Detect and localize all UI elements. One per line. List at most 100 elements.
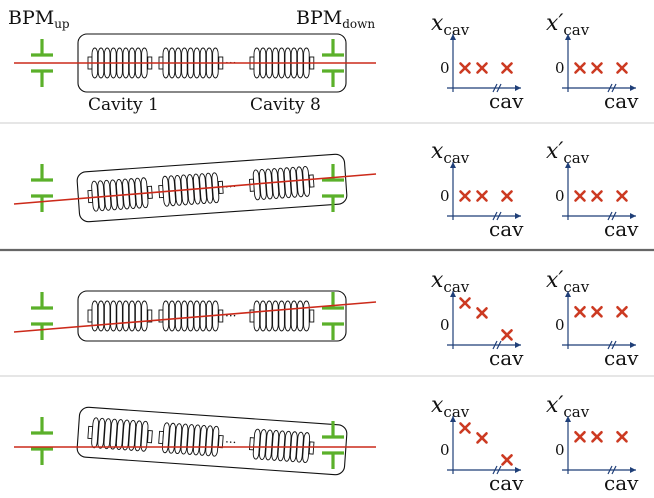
row-2-beam-line — [13, 173, 377, 205]
row-2-cavity-8-cell-1 — [252, 169, 261, 201]
row-1-x-cav-plot-marker-1 — [459, 62, 471, 74]
row-4-cavity-8-coupler-right — [308, 441, 315, 455]
row-3-cavity-1-cell-5 — [116, 300, 123, 332]
bpm-up-label-main: BPM — [8, 7, 54, 29]
row-1-x-prime-cav-plot-y-label: x′cav — [546, 11, 590, 39]
row-2-x-prime-cav-plot-zero-label: 0 — [555, 187, 565, 205]
row-2-cavity-8-cell-3 — [265, 168, 273, 200]
row-2-x-cav-plot-axis-break-2 — [496, 211, 502, 221]
row-3-cavity-8-coupler-right — [309, 309, 315, 323]
row-1-x-cav-plot-y-label: xcav — [431, 11, 470, 39]
row-2-x-prime-cav-plot-y-arrowhead — [565, 162, 571, 168]
row-3-x-cav-plot-y-label: xcav — [431, 268, 470, 296]
row-3-x-cav-plot-zero-label: 0 — [440, 316, 450, 334]
row-2-x-cav-plot-y-label-main: x — [431, 139, 444, 164]
row-3-x-cav-plot-axis-break-1 — [492, 340, 498, 350]
row-3-x-cav-plot-axis-break-2 — [496, 340, 502, 350]
row-4-x-cav-plot-y-label-sub: cav — [443, 403, 469, 421]
row-4-x-cav-plot-y-arrowhead — [450, 416, 456, 422]
row-2-cavity-8-cell-5 — [277, 167, 286, 199]
row-1-bpm-down — [322, 39, 344, 87]
row-3-cavity-2-cell-5 — [187, 300, 194, 332]
row-4-cavity-1-cell-4 — [109, 418, 118, 450]
row-2-x-prime-cav-plot-marker-2 — [591, 190, 603, 202]
row-3-cavity-8-cell-6 — [284, 300, 292, 332]
row-4-cavity-8-cell-5 — [277, 430, 286, 462]
row-2-cavity-1-cell-2 — [97, 180, 106, 212]
row-2-x-prime-cav-plot-y-label: x′cav — [546, 139, 590, 167]
row-3-cavity-1-cell-2 — [97, 300, 105, 332]
row-4-cavity-8-cell-4 — [271, 430, 280, 461]
row-3-x-prime-cav-plot-zero-label: 0 — [555, 316, 565, 334]
row-1-x-cav-plot-axis-break-1 — [492, 83, 498, 93]
row-3-x-cav-plot-marker-2 — [476, 307, 488, 319]
row-2-x-cav-plot-marker-3 — [501, 190, 513, 202]
row-2-x-cav-plot-y-label-sub: cav — [443, 149, 469, 167]
row-1-x-cav-plot-y-label-main: x — [431, 11, 444, 36]
row-1-x-cav-plot-x-arrowhead — [515, 85, 521, 91]
bpm-up-label: BPMup — [8, 7, 70, 31]
row-3-x-prime-cav-plot-axis-break-1 — [607, 340, 613, 350]
row-4-x-prime-cav-plot-x-arrowhead — [630, 467, 636, 473]
row-4-cavity-8-cell-1 — [252, 428, 261, 460]
row-2-x-cav-plot-marker-1 — [459, 190, 471, 202]
row-2-cavity-8-cell-8 — [296, 166, 304, 198]
row-2-x-cav-plot-zero-label: 0 — [440, 187, 450, 205]
row-1-x-prime-cav-plot-marker-2 — [591, 62, 603, 74]
row-3-cavity-1-cell-3 — [103, 300, 111, 332]
row-1-x-prime-cav-plot-marker-1 — [574, 62, 586, 74]
row-3-cavity-1-coupler-right — [147, 309, 153, 323]
bpm-down-label-main: BPM — [296, 7, 342, 29]
row-4-x-cav-plot-x-arrowhead — [515, 467, 521, 473]
row-1-bpm-up — [31, 39, 53, 87]
row-3-cavity-2-cell-3 — [174, 300, 182, 332]
row-1-x-prime-cav-plot-marker-3 — [616, 62, 628, 74]
row-1-x-prime-cav-plot-x-label: cav — [604, 89, 639, 113]
row-4-x-prime-cav-plot-axis-break-1 — [607, 465, 613, 475]
row-2-x-prime-cav-plot-y-label-main: x′ — [546, 139, 563, 164]
row-1-x-prime-cav-plot-y-label-sub: cav — [563, 21, 589, 39]
row-1-x-prime-cav-plot: x′cav 0 cav — [546, 11, 639, 113]
row-2-cavity-1-cell-4 — [109, 179, 118, 211]
bpm-down-label: BPMdown — [296, 7, 375, 31]
row-3-x-cav-plot-marker-1 — [459, 297, 471, 309]
row-1-x-cav-plot-x-label: cav — [489, 89, 524, 113]
row-4-x-cav-plot-axis-break-2 — [496, 465, 502, 475]
row-3-ellipsis: ··· — [225, 309, 236, 323]
row-4-cryomodule: ··· — [76, 406, 348, 476]
cavity-1-label: Cavity 1 — [88, 95, 159, 115]
row-3-cavity-2-cell-2 — [168, 300, 176, 332]
row-4-cavity-2-cell-3 — [174, 423, 183, 455]
row-3-cavity-8-cell-4 — [272, 300, 279, 332]
row-4-x-cav-plot-marker-3 — [501, 454, 513, 466]
row-1-x-cav-plot-zero-label: 0 — [440, 59, 450, 77]
row-4-x-cav-plot-y-label-main: x — [431, 393, 444, 418]
row-1-x-cav-plot-y-label-sub: cav — [443, 21, 469, 39]
row-4-cavity-1-coupler-right — [147, 430, 153, 444]
row-2-x-prime-cav-plot: x′cav 0 cav — [546, 139, 639, 241]
row-3-cavity-8-cell-1 — [253, 300, 261, 332]
row-4-cavity-1-cell-2 — [97, 417, 106, 449]
row-3-cavity-2-coupler-right — [218, 309, 224, 323]
row-2-bpm-up — [31, 164, 53, 212]
svg-text:BPMdown: BPMdown — [296, 7, 375, 31]
row-3-x-cav-plot-y-label-main: x — [431, 268, 444, 293]
row-3-x-prime-cav-plot-marker-2 — [591, 305, 603, 318]
row-2-cavity-8-cell-6 — [283, 167, 292, 199]
row-3-x-prime-cav-plot-x-label: cav — [604, 346, 639, 370]
row-1-x-prime-cav-plot-y-arrowhead — [565, 34, 571, 40]
row-4-x-prime-cav-plot-marker-2 — [591, 430, 603, 443]
row-4-cavity-2-cell-9 — [211, 425, 220, 457]
row-2-x-prime-cav-plot-y-label-sub: cav — [563, 149, 589, 167]
row-1-x-prime-cav-plot-zero-label: 0 — [555, 59, 565, 77]
row-3-cavity-8-cell-8 — [296, 300, 304, 332]
row-4-x-prime-cav-plot-marker-1 — [574, 430, 586, 443]
row-3-x-cav-plot-x-arrowhead — [515, 342, 521, 348]
row-2-x-cav-plot-axis-break-1 — [492, 211, 498, 221]
row-4-cavity-1-cell-3 — [103, 418, 112, 450]
